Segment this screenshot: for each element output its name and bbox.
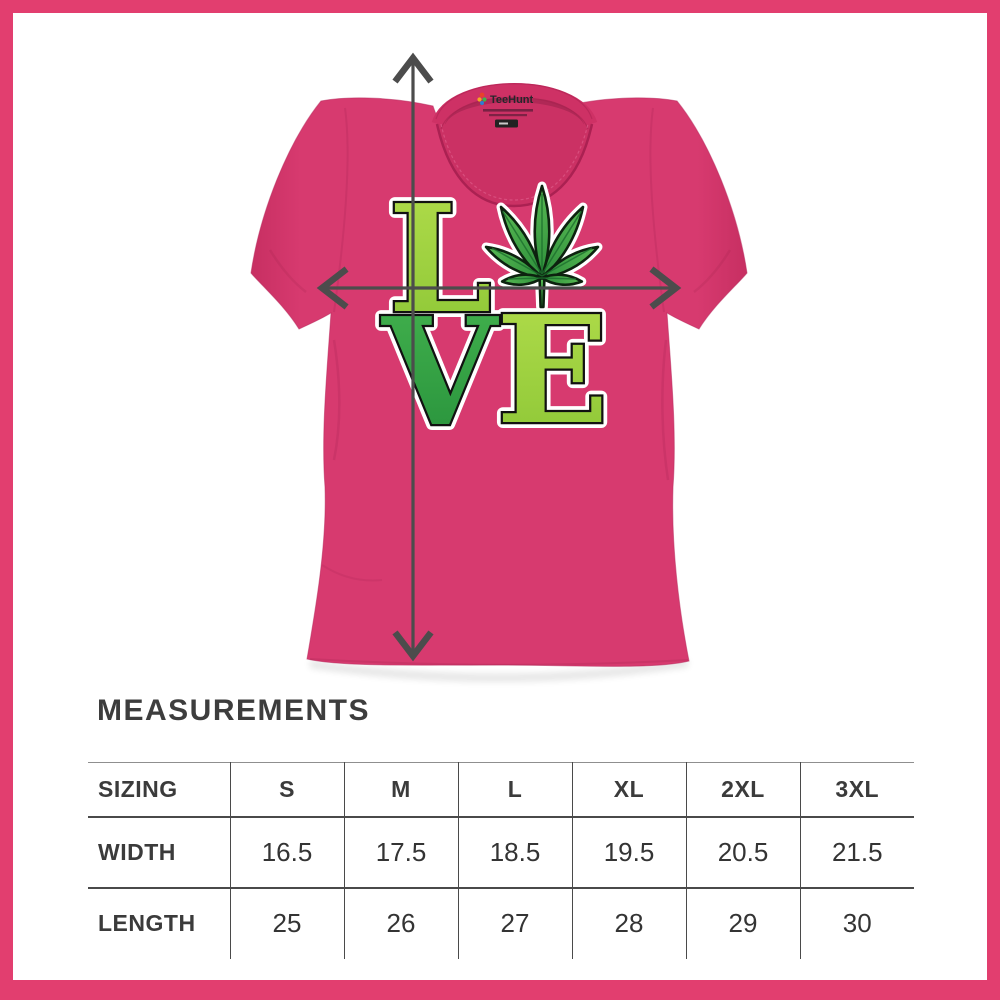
neck-label: TeeHunt — [477, 92, 534, 128]
cannabis-leaf-icon — [483, 186, 601, 307]
width-s: 16.5 — [230, 816, 345, 888]
col-header-sizing: SIZING — [88, 762, 231, 817]
col-header-s: S — [230, 762, 345, 817]
brand-label: TeeHunt — [490, 94, 534, 106]
size-table: SIZING S M L XL 2XL 3XL WIDTH 16.5 17.5 … — [88, 762, 914, 959]
table-row-width: WIDTH 16.5 17.5 18.5 19.5 20.5 21.5 — [88, 816, 914, 888]
width-2xl: 20.5 — [686, 816, 801, 888]
love-design: L V E L V E — [375, 166, 615, 465]
width-l: 18.5 — [458, 816, 573, 888]
col-header-m: M — [344, 762, 459, 817]
length-s: 25 — [230, 887, 345, 959]
label-text-line — [489, 114, 527, 117]
width-arrow — [316, 266, 682, 310]
width-m: 17.5 — [344, 816, 459, 888]
page-title: MEASUREMENTS — [97, 694, 371, 727]
width-3xl: 21.5 — [831, 836, 883, 867]
letter-e: E — [496, 283, 609, 457]
col-header-l: L — [458, 762, 573, 817]
measurement-arrows — [316, 52, 682, 662]
length-2xl: 29 — [686, 887, 801, 959]
row-label-width: WIDTH — [88, 816, 231, 888]
letter-l: L — [388, 172, 492, 346]
letter-v: V — [381, 285, 499, 459]
table-header-row: SIZING S M L XL 2XL 3XL — [88, 762, 914, 817]
length-arrow — [392, 52, 434, 662]
length-m: 26 — [344, 887, 459, 959]
label-text-line — [483, 109, 533, 112]
tshirt-body — [250, 97, 748, 667]
letter-l-halo: L — [388, 172, 492, 346]
shirt-shadow — [310, 659, 688, 682]
col-header-2xl: 2XL — [686, 762, 801, 817]
letter-e-halo: E — [496, 283, 609, 457]
arrow-up-icon — [392, 52, 434, 84]
col-header-3xl: 3XL — [835, 775, 880, 802]
brand-logo-icon — [477, 92, 487, 105]
table-row-length: LENGTH 25 26 27 28 29 30 — [88, 887, 914, 959]
length-l: 27 — [458, 887, 573, 959]
tshirt-collar — [431, 83, 598, 208]
arrow-right-icon — [649, 266, 682, 310]
row-label-length: LENGTH — [88, 887, 231, 959]
length-3xl: 30 — [842, 908, 872, 938]
length-xl: 28 — [572, 887, 687, 959]
arrow-left-icon — [316, 266, 349, 310]
arrow-down-icon — [392, 630, 434, 662]
letter-v-halo: V — [381, 285, 499, 459]
width-xl: 19.5 — [572, 816, 687, 888]
col-header-xl: XL — [572, 762, 687, 817]
